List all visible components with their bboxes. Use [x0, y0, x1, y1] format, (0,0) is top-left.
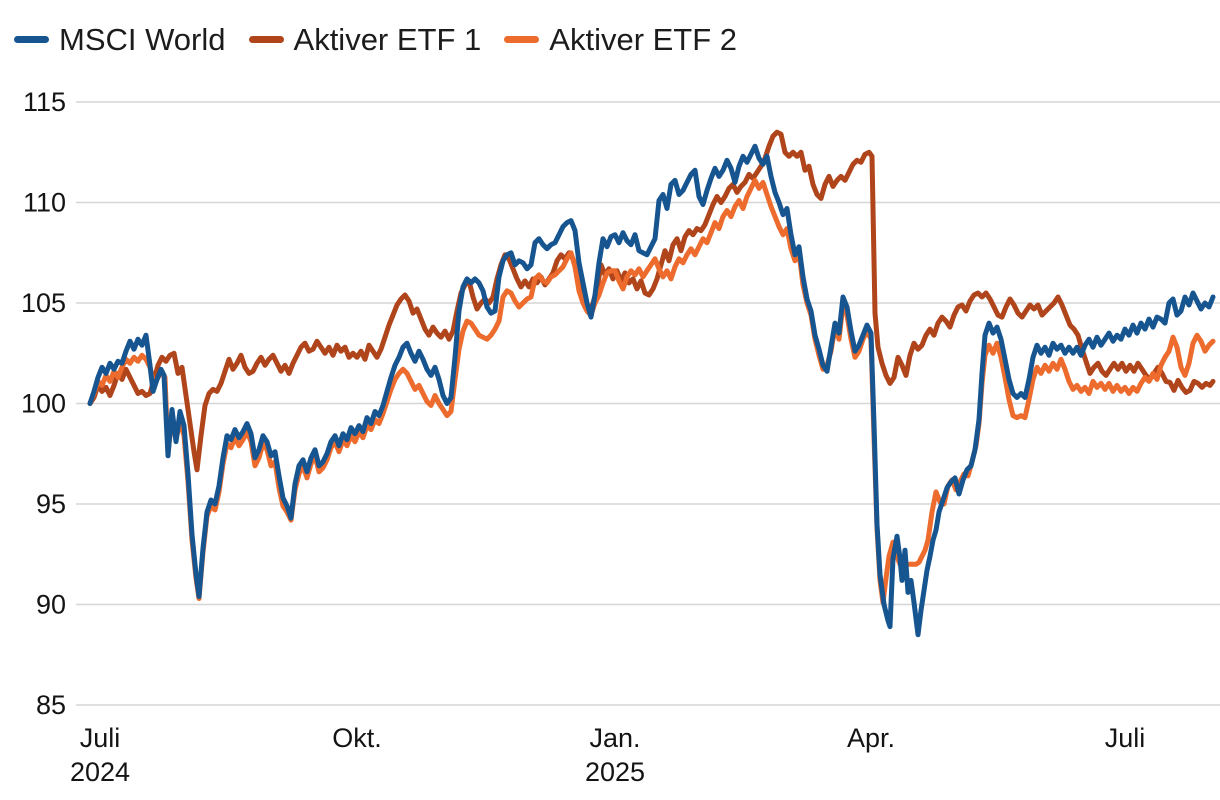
legend-label-msci-world: MSCI World [59, 22, 226, 57]
x-tick-label-3: Apr. [847, 723, 895, 753]
x-tick-sublabel-0: 2024 [70, 757, 130, 787]
y-tick-label-110: 110 [23, 188, 66, 218]
y-tick-label-90: 90 [36, 590, 66, 620]
legend-item-aktiver-etf-2[interactable]: Aktiver ETF 2 [504, 24, 737, 55]
y-tick-label-115: 115 [23, 87, 66, 117]
x-tick-label-4: Juli [1105, 723, 1146, 753]
series-line-msci-world[interactable] [87, 143, 1216, 638]
x-tick-label-1: Okt. [332, 723, 382, 753]
x-tick-sublabel-2: 2025 [585, 757, 645, 787]
series-lines [87, 129, 1216, 638]
legend-label-aktiver-etf-1: Aktiver ETF 1 [293, 22, 482, 57]
y-tick-label-85: 85 [36, 690, 66, 720]
x-axis-labels: Juli 2024 Okt. Jan. 2025 Apr. Juli [70, 723, 1145, 787]
gridlines [76, 101, 1220, 706]
y-tick-label-105: 105 [21, 288, 66, 318]
legend-label-aktiver-etf-2: Aktiver ETF 2 [549, 22, 738, 57]
x-tick-label-2: Jan. [589, 723, 640, 753]
y-tick-label-100: 100 [21, 389, 66, 419]
chart-legend: MSCI World Aktiver ETF 1 Aktiver ETF 2 [14, 24, 737, 55]
series-line-aktiver-etf-1[interactable] [87, 129, 1216, 473]
y-tick-label-95: 95 [36, 489, 66, 519]
x-tick-label-0: Juli [80, 723, 121, 753]
legend-item-aktiver-etf-1[interactable]: Aktiver ETF 1 [248, 22, 482, 57]
y-axis-labels: 115 110 105 100 95 90 85 [21, 87, 66, 720]
legend-item-msci-world[interactable]: MSCI World [14, 24, 226, 55]
aktiver-etf-2-line-swatch-icon [504, 36, 540, 43]
msci-world-line-swatch-icon [14, 36, 49, 43]
aktiver-etf-1-line-swatch-icon [248, 36, 284, 43]
